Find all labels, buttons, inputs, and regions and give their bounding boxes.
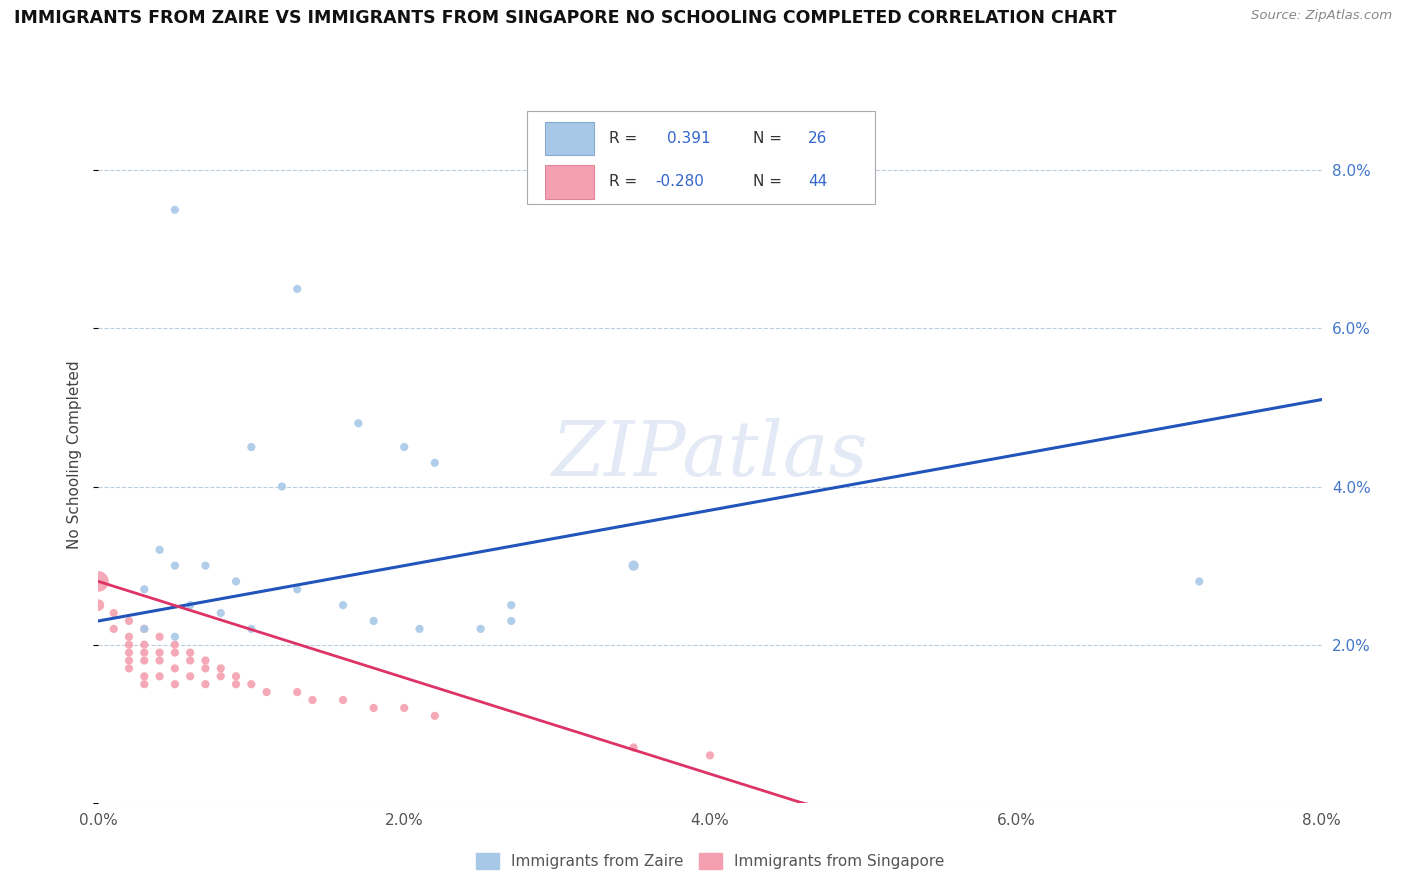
Point [118,638,141,652]
Point [163,638,186,652]
Text: 26: 26 [808,131,827,146]
Point [118,653,141,667]
Text: R =: R = [609,174,637,189]
Point [285,582,308,597]
Point [240,677,263,691]
Text: Source: ZipAtlas.com: Source: ZipAtlas.com [1251,9,1392,22]
Point [270,479,294,493]
Point [134,582,156,597]
Bar [546,165,593,199]
Point [501,614,523,628]
Point [87,598,110,612]
Point [179,646,201,660]
Point [134,653,156,667]
Point [103,606,125,620]
Point [179,653,201,667]
Text: 44: 44 [808,174,827,189]
Point [134,638,156,652]
Point [623,740,645,755]
Point [209,661,232,675]
Point [225,677,247,691]
Point [1188,574,1211,589]
Text: N =: N = [752,174,782,189]
Point [118,661,141,675]
Point [256,685,278,699]
Bar [546,121,593,155]
Point [163,677,186,691]
Point [179,598,201,612]
Point [149,669,172,683]
Point [163,202,186,217]
Point [163,558,186,573]
Point [194,661,217,675]
Point [699,748,721,763]
Point [240,440,263,454]
Point [134,622,156,636]
Point [470,622,492,636]
FancyBboxPatch shape [526,111,875,204]
Point [163,630,186,644]
Point [363,614,385,628]
Point [194,653,217,667]
Point [392,440,416,454]
Text: R =: R = [609,131,637,146]
Point [149,630,172,644]
Point [87,574,110,589]
Point [347,417,370,431]
Point [149,646,172,660]
Point [179,669,201,683]
Text: 0.391: 0.391 [668,131,711,146]
Y-axis label: No Schooling Completed: No Schooling Completed [67,360,83,549]
Text: ZIPatlas: ZIPatlas [551,418,869,491]
Point [149,542,172,557]
Point [194,677,217,691]
Point [285,685,308,699]
Point [501,598,523,612]
Point [134,622,156,636]
Point [163,661,186,675]
Text: N =: N = [752,131,782,146]
Point [118,630,141,644]
Point [194,558,217,573]
Point [134,677,156,691]
Point [209,606,232,620]
Point [332,598,354,612]
Point [134,669,156,683]
Legend: Immigrants from Zaire, Immigrants from Singapore: Immigrants from Zaire, Immigrants from S… [470,847,950,875]
Point [103,622,125,636]
Point [225,669,247,683]
Point [285,282,308,296]
Point [423,708,446,723]
Point [240,622,263,636]
Point [392,701,416,715]
Point [163,646,186,660]
Point [301,693,323,707]
Point [332,693,354,707]
Point [149,653,172,667]
Point [134,646,156,660]
Point [408,622,430,636]
Point [423,456,446,470]
Point [363,701,385,715]
Text: IMMIGRANTS FROM ZAIRE VS IMMIGRANTS FROM SINGAPORE NO SCHOOLING COMPLETED CORREL: IMMIGRANTS FROM ZAIRE VS IMMIGRANTS FROM… [14,9,1116,27]
Text: -0.280: -0.280 [655,174,704,189]
Point [623,558,645,573]
Point [118,646,141,660]
Point [209,669,232,683]
Point [225,574,247,589]
Point [118,614,141,628]
